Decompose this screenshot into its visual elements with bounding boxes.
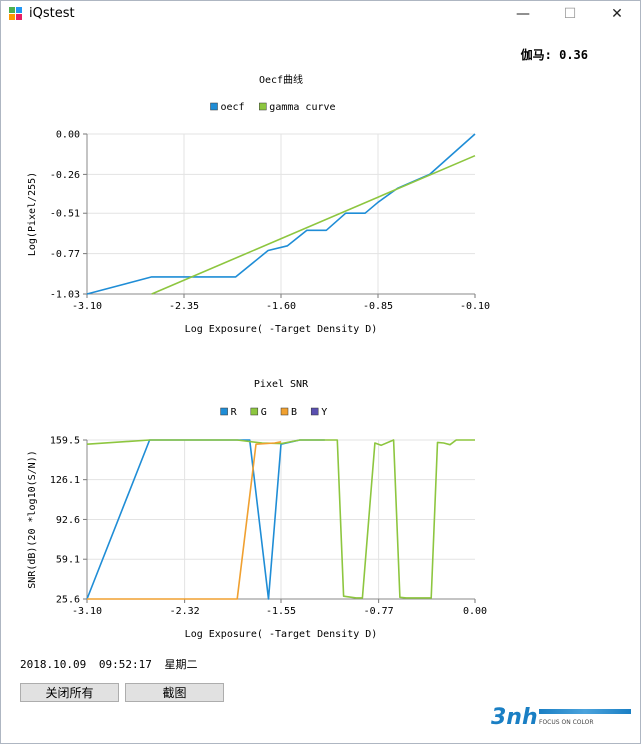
y-tick-label: -0.26 [50, 170, 80, 181]
brand-logo: 3nh FOCUS ON COLOR [489, 691, 637, 743]
y-tick-label: -1.03 [50, 290, 80, 301]
title-bar[interactable]: iQstest — ☐ ✕ [1, 1, 640, 29]
screenshot-button[interactable]: 截图 [125, 683, 224, 702]
legend-swatch-y [310, 407, 319, 416]
y-tick-label: -0.51 [50, 209, 80, 220]
y-tick-label: 159.5 [50, 436, 80, 447]
app-icon [9, 7, 22, 20]
y-tick-label: -0.77 [50, 249, 80, 260]
series-line-b [87, 441, 282, 600]
legend-swatch-oecf [210, 102, 218, 111]
legend-label: oecf [221, 102, 245, 113]
maximize-button[interactable]: ☐ [563, 6, 577, 22]
x-tick-label: -0.77 [364, 606, 394, 617]
series-line-gamma-curve [151, 154, 476, 295]
minimize-button[interactable]: — [516, 6, 530, 22]
legend-label: G [261, 407, 267, 418]
chart-title: Oecf曲线 [259, 73, 303, 86]
gamma-readout: 伽马: 0.36 [520, 48, 588, 62]
y-tick-label: 0.00 [56, 130, 80, 141]
legend-swatch-r [220, 407, 228, 416]
legend-label: Y [321, 407, 327, 418]
legend-label: R [231, 407, 238, 418]
y-tick-label: 25.6 [56, 595, 80, 606]
legend-swatch-gamma-curve [259, 102, 267, 111]
status-time: 09:52:17 [98, 658, 152, 671]
logo-bar [539, 709, 631, 714]
x-axis-label: Log Exposure( -Target Density D) [185, 629, 378, 640]
y-axis-label: Log(Pixel/255) [27, 172, 38, 256]
y-tick-label: 126.1 [50, 475, 80, 486]
snr-chart: Pixel SNR R G B Y -3.10 -2.32 -1.55 -0.77 0.00 159… [27, 379, 487, 640]
x-tick-label: -1.60 [266, 301, 296, 312]
legend-swatch-b [280, 407, 289, 416]
close-all-button[interactable]: 关闭所有 [20, 683, 119, 702]
legend-label: B [291, 407, 297, 418]
x-axis-label: Log Exposure( -Target Density D) [185, 324, 378, 335]
chart-title: Pixel SNR [254, 379, 309, 390]
legend-swatch-g [250, 407, 259, 416]
status-line: 2018.10.09 09:52:17 星期二 [20, 656, 197, 672]
x-tick-label: -2.32 [170, 606, 200, 617]
oecf-chart: Oecf曲线 oecf gamma curve -3.10 -2.35 -1.60 -0.8… [27, 73, 490, 335]
x-tick-label: -1.55 [266, 606, 296, 617]
close-button[interactable]: ✕ [611, 6, 623, 22]
logo-mark: 3nh [491, 705, 538, 730]
x-tick-label: -0.10 [460, 301, 490, 312]
x-tick-label: -2.35 [169, 301, 199, 312]
x-tick-label: -0.85 [363, 301, 393, 312]
x-tick-label: -3.10 [72, 606, 102, 617]
legend-label: gamma curve [269, 102, 335, 113]
window-title: iQstest [29, 6, 75, 21]
x-tick-label: -3.10 [72, 301, 102, 312]
x-tick-label: 0.00 [463, 606, 487, 617]
y-tick-label: 92.6 [56, 515, 80, 526]
y-axis-label: SNR(dB)(20 *log10(S/N)) [27, 450, 38, 588]
status-date: 2018.10.09 [20, 658, 87, 671]
status-weekday: 星期二 [164, 658, 198, 671]
logo-tagline: FOCUS ON COLOR [539, 719, 594, 726]
y-tick-label: 59.1 [56, 555, 80, 566]
